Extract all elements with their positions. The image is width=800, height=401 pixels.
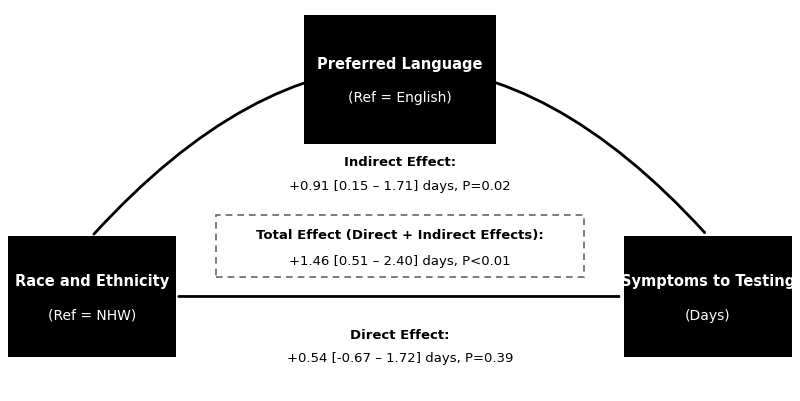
FancyBboxPatch shape <box>624 237 792 357</box>
FancyBboxPatch shape <box>304 16 496 144</box>
Text: +0.54 [-0.67 – 1.72] days, P=0.39: +0.54 [-0.67 – 1.72] days, P=0.39 <box>287 351 513 364</box>
Text: +0.91 [0.15 – 1.71] days, P=0.02: +0.91 [0.15 – 1.71] days, P=0.02 <box>289 180 511 193</box>
Text: Preferred Language: Preferred Language <box>318 57 482 72</box>
Text: Indirect Effect:: Indirect Effect: <box>344 156 456 169</box>
Text: Direct Effect:: Direct Effect: <box>350 328 450 341</box>
FancyArrowPatch shape <box>94 67 705 235</box>
Text: +1.46 [0.51 – 2.40] days, P<0.01: +1.46 [0.51 – 2.40] days, P<0.01 <box>289 254 511 267</box>
Text: Total Effect (Direct + Indirect Effects):: Total Effect (Direct + Indirect Effects)… <box>256 228 544 241</box>
Text: (Ref = English): (Ref = English) <box>348 91 452 105</box>
Text: Race and Ethnicity: Race and Ethnicity <box>15 273 169 288</box>
Text: (Days): (Days) <box>685 308 731 322</box>
Text: (Ref = NHW): (Ref = NHW) <box>48 308 136 322</box>
Text: Symptoms to Testing: Symptoms to Testing <box>621 273 795 288</box>
FancyBboxPatch shape <box>8 237 176 357</box>
FancyBboxPatch shape <box>216 216 584 277</box>
